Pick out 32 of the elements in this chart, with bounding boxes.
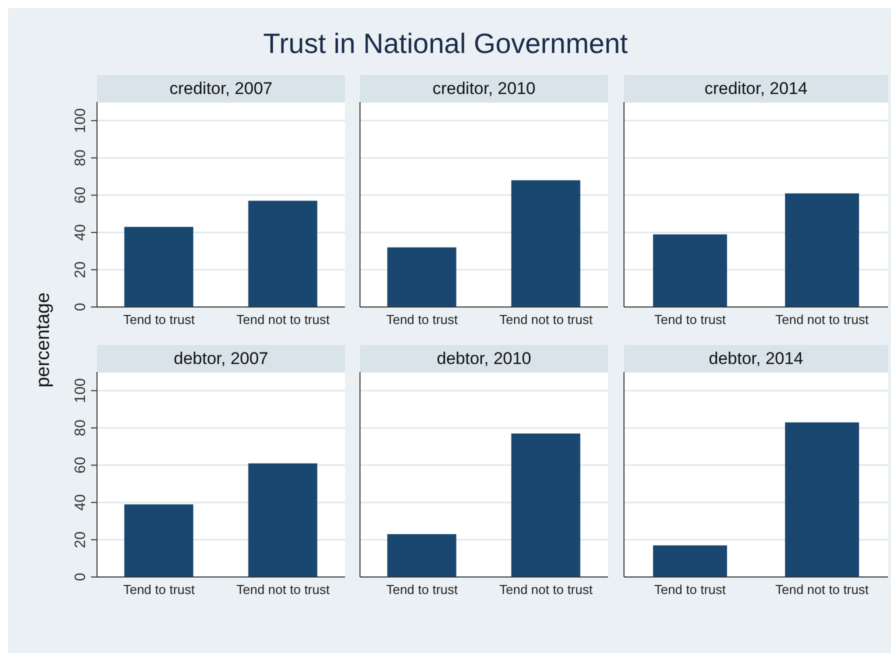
x-tick-label: Tend to trust: [123, 582, 196, 598]
x-tick-label: Tend to trust: [386, 582, 458, 598]
x-tick-label: Tend to trust: [123, 312, 196, 328]
x-tick-label: Tend not to trust: [775, 312, 869, 328]
y-tick-label: 20: [72, 261, 89, 278]
chart-subtitle: debtor, 2010: [360, 345, 608, 372]
y-tick-label: 20: [72, 531, 89, 548]
x-tick-label: Tend to trust: [654, 582, 726, 598]
y-tick-label: 40: [72, 494, 89, 511]
y-tick-label: 80: [72, 420, 89, 436]
y-tick-label: 60: [72, 456, 89, 474]
y-tick-label: 80: [72, 150, 89, 166]
x-tick-label: Tend to trust: [654, 312, 726, 328]
text: Trust in National Government: [262, 28, 629, 60]
y-tick-label: 100: [72, 108, 89, 134]
chart-subtitle: creditor, 2010: [360, 75, 608, 102]
chart-subtitle: creditor, 2007: [97, 75, 345, 102]
x-tick-label: Tend not to trust: [499, 312, 593, 328]
x-tick-label: Tend not to trust: [236, 312, 330, 328]
chart-subtitle: debtor, 2014: [624, 345, 888, 372]
y-axis-title: percentage: [33, 291, 55, 390]
y-tick-label: 60: [72, 186, 89, 204]
x-tick-label: Tend not to trust: [499, 582, 593, 598]
chart-subtitle: creditor, 2014: [624, 75, 888, 102]
y-tick-label: 100: [72, 378, 89, 404]
x-tick-label: Tend not to trust: [236, 582, 330, 598]
y-tick-label: 40: [72, 224, 89, 241]
y-tick-label: 0: [72, 302, 89, 312]
x-tick-label: Tend not to trust: [775, 582, 869, 598]
chart-subtitle: debtor, 2007: [97, 345, 345, 372]
y-tick-label: 0: [72, 572, 89, 582]
x-tick-label: Tend to trust: [386, 312, 458, 328]
